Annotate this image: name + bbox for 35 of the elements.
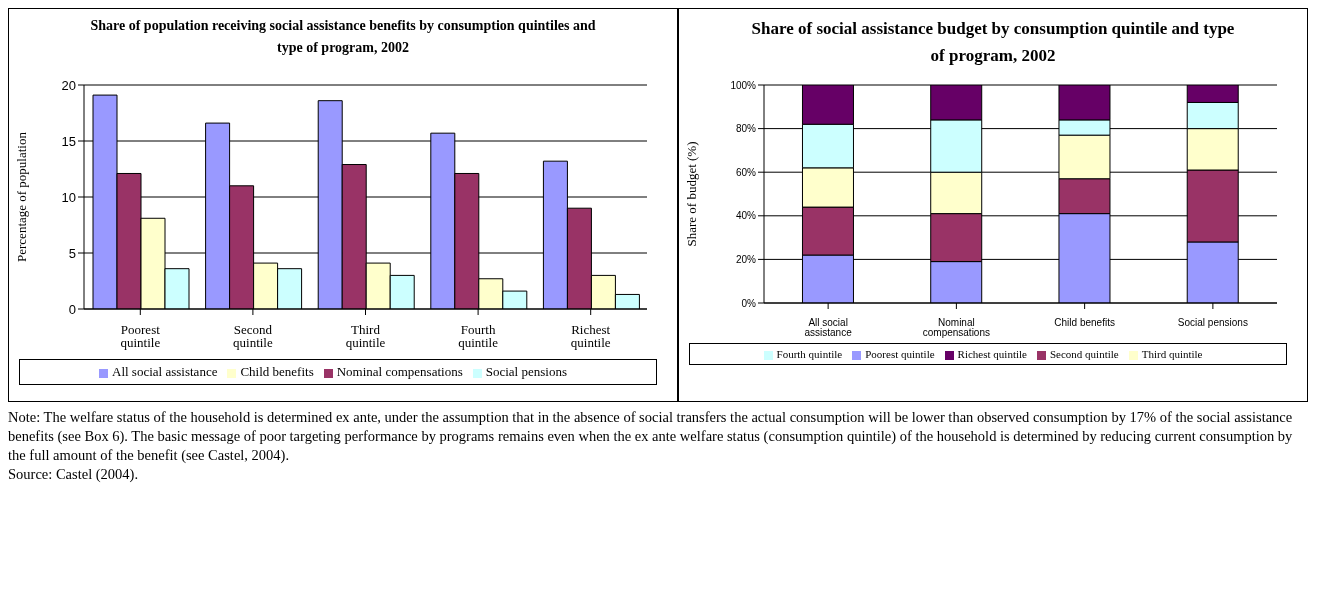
chart-title: Share of population receiving social assistance benefits by consumption quintiles and type of program, 2002 [89, 17, 597, 58]
x-tick-label: Nominal compensations [922, 317, 991, 339]
x-tick-label: All social assistance [804, 317, 853, 339]
legend-label: Second quintile [1049, 348, 1119, 360]
text: Note: The welfare status of the household is determined ex ante, under the assumption that in the absence of social transfers the actual consumption will be lower than observed consumption by 17% of the social assistance benefits (see Box 6). The basic message of poor targeting performance by programs remains even when the ex ante welfare status (consumption quintile) of the household is determined by reducing current consumption by the full amount of the benefit (see Castel, 2004). [8, 408, 1294, 465]
y-tick-label: 40% [735, 210, 757, 222]
x-tick-label: Fourth quintile [458, 322, 499, 351]
x-tick-label: Richest quintile [570, 322, 611, 351]
source-note: Source: Castel (2004). [8, 464, 140, 484]
chart-title: Share of social assistance budget by consumption quintile and type of program, 2002 [750, 18, 1236, 68]
x-tick-label: Child benefits [1054, 317, 1115, 329]
y-tick-label: 60% [735, 166, 757, 178]
y-tick-label: 20% [735, 253, 757, 265]
y-tick-label: 0% [741, 297, 757, 309]
legend-label: Poorest quintile [865, 348, 935, 360]
y-tick-label: 100% [730, 79, 757, 91]
x-tick-label: Second quintile [233, 322, 273, 351]
y-tick-label: 0 [68, 301, 76, 317]
x-tick-label: Third quintile [345, 322, 386, 351]
x-tick-label: Social pensions [1177, 317, 1248, 329]
y-tick-label: 10 [61, 189, 76, 205]
legend-label: Nominal compensations [336, 364, 463, 379]
legend-label: Social pensions [485, 364, 567, 379]
y-tick-label: 15 [61, 133, 76, 149]
y-axis-title: Percentage of population [13, 131, 29, 262]
legend-label: Third quintile [1141, 348, 1203, 360]
legend-label: Fourth quintile [776, 348, 843, 360]
y-axis-title: Share of budget (%) [683, 141, 699, 247]
y-tick-label: 5 [68, 245, 76, 261]
y-tick-label: 80% [735, 123, 757, 135]
y-tick-label: 20 [61, 77, 76, 93]
legend-label: Child benefits [240, 364, 314, 379]
legend-label: Richest quintile [957, 348, 1027, 360]
x-tick-label: Poorest quintile [120, 322, 161, 351]
legend-label: All social assistance [112, 364, 218, 379]
